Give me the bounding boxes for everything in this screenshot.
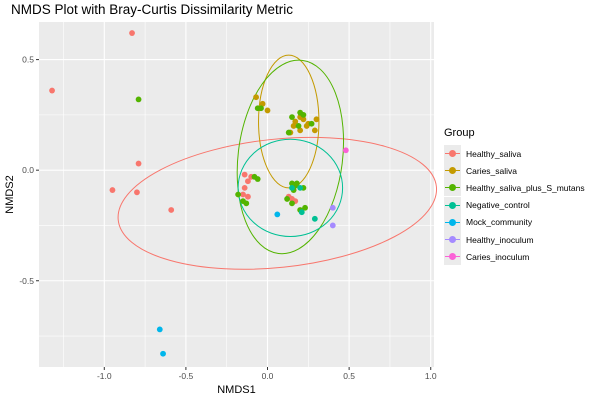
point-caries-saliva: [292, 118, 299, 125]
point-healthy-saliva-plus-s-mutans: [295, 123, 302, 129]
point-healthy-saliva: [134, 189, 140, 196]
point-caries-saliva: [313, 116, 320, 123]
legend-key-point: [449, 253, 456, 261]
legend-label: Mock_community: [466, 217, 533, 228]
point-healthy-saliva-plus-s-mutans: [284, 196, 290, 202]
legend-key: [444, 145, 461, 163]
point-healthy-saliva: [49, 87, 55, 94]
ellipse-negative-control: [237, 138, 344, 238]
ellipse-healthy-saliva: [117, 136, 438, 270]
point-healthy-saliva-plus-s-mutans: [300, 111, 307, 118]
point-negative-control: [297, 184, 304, 191]
point-healthy-saliva-plus-s-mutans: [308, 120, 315, 127]
x-axis-title: NMDS1: [217, 384, 256, 396]
legend-key-point: [449, 218, 456, 226]
point-healthy-saliva-plus-s-mutans: [289, 114, 295, 120]
legend-label: Caries_saliva: [466, 165, 518, 176]
legend-label: Caries_inoculum: [466, 251, 530, 262]
legend-key: [444, 196, 461, 214]
legend-title: Group: [444, 127, 475, 139]
legend-label: Negative_control: [466, 200, 530, 211]
point-caries-saliva: [297, 127, 304, 134]
legend-item: Negative_control: [444, 196, 596, 214]
point-healthy-saliva: [135, 160, 142, 167]
point-healthy-saliva-plus-s-mutans: [293, 180, 300, 187]
y-tick-label: 0.5: [22, 55, 34, 65]
point-healthy-inoculum: [329, 204, 336, 211]
point-healthy-saliva: [168, 207, 175, 213]
point-healthy-saliva-plus-s-mutans: [258, 105, 264, 112]
major-gridlines: [39, 22, 434, 367]
legend-item: Healthy_inoculum: [444, 231, 596, 249]
legend-item: Caries_saliva: [444, 162, 596, 180]
point-healthy-saliva: [109, 187, 116, 193]
legend-key-point: [449, 201, 456, 209]
x-tick-label: 0.5: [343, 371, 355, 381]
point-healthy-saliva-plus-s-mutans: [302, 204, 308, 211]
point-caries-saliva: [253, 94, 259, 101]
chart-title: NMDS Plot with Bray-Curtis Dissimilarity…: [11, 2, 294, 17]
point-healthy-inoculum: [329, 222, 336, 229]
ellipse-caries-saliva: [258, 54, 320, 189]
legend-label: Healthy_saliva: [466, 148, 522, 159]
point-healthy-saliva: [240, 191, 246, 198]
y-axis-title: NMDS2: [4, 175, 16, 214]
point-mock-community: [274, 211, 281, 218]
legend-item: Caries_inoculum: [444, 248, 596, 266]
point-caries-saliva: [264, 107, 271, 114]
point-healthy-saliva-plus-s-mutans: [243, 200, 250, 207]
point-negative-control: [311, 215, 318, 222]
point-healthy-saliva-plus-s-mutans: [285, 129, 292, 136]
point-healthy-saliva: [241, 184, 248, 191]
point-caries-saliva: [303, 123, 310, 129]
point-mock-community: [160, 350, 166, 357]
group-ellipses: [117, 54, 438, 270]
point-mock-community: [156, 326, 163, 333]
point-caries-saliva: [259, 100, 266, 107]
x-tick-label: -1.0: [97, 371, 112, 381]
axes: -1.0 -0.5 0.0 0.5 1.0 -0.5 0.0 0.5: [19, 55, 437, 381]
legend-item: Mock_community: [444, 213, 596, 231]
point-healthy-saliva-plus-s-mutans: [135, 96, 142, 103]
point-negative-control: [298, 209, 305, 216]
y-tick-label: 0.0: [22, 165, 34, 175]
ellipse-healthy-saliva-plus-s-mutans: [236, 59, 345, 255]
legend-key: [444, 231, 461, 249]
legend-key: [444, 162, 461, 180]
x-tick-label: 1.0: [425, 371, 437, 381]
x-tick-label: -0.5: [179, 371, 194, 381]
point-healthy-saliva-plus-s-mutans: [289, 200, 295, 207]
legend-key: [444, 248, 461, 266]
point-caries-inoculum: [342, 147, 349, 154]
point-healthy-saliva: [245, 178, 251, 185]
point-negative-control: [289, 184, 295, 191]
point-caries-saliva: [311, 127, 318, 134]
data-points: [49, 30, 349, 357]
legend-item: Healthy_saliva: [444, 145, 596, 163]
point-healthy-saliva-plus-s-mutans: [254, 176, 261, 182]
legend-key-point: [449, 150, 456, 158]
legend-item: Healthy_saliva_plus_S_mutans: [444, 179, 596, 197]
legend-label: Healthy_inoculum: [466, 234, 534, 245]
legend-key-point: [449, 167, 456, 175]
point-healthy-saliva: [241, 171, 248, 178]
legend-label: Healthy_saliva_plus_S_mutans: [466, 182, 585, 193]
legend-key-point: [449, 236, 456, 244]
x-tick-label: 0.0: [262, 371, 274, 381]
point-healthy-saliva: [129, 30, 135, 36]
point-healthy-saliva: [245, 193, 251, 200]
legend-key: [444, 179, 461, 197]
point-healthy-saliva-plus-s-mutans: [235, 191, 242, 198]
legend-key-point: [449, 184, 456, 192]
legend-key: [444, 213, 461, 231]
point-caries-saliva: [290, 123, 297, 129]
point-caries-saliva: [300, 116, 307, 123]
legend: Group Healthy_saliva Caries_saliva Healthy…: [444, 127, 596, 266]
y-tick-label: -0.5: [19, 276, 34, 286]
